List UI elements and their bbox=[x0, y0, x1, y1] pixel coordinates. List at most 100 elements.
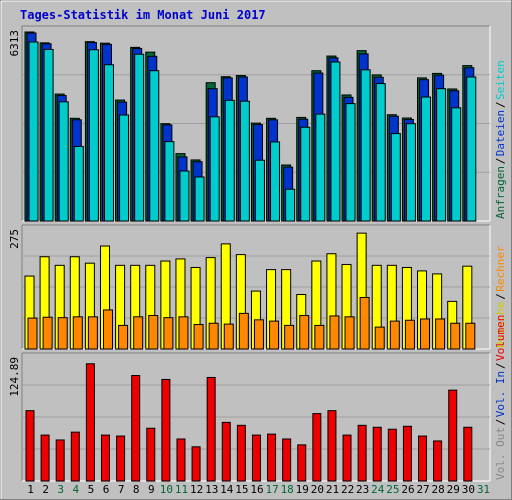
y-max-label-volume: 124.89 bbox=[8, 357, 21, 397]
bar-volumen-day-26 bbox=[402, 425, 412, 482]
x-label-day-6: 6 bbox=[103, 483, 110, 496]
legend-separator: / bbox=[494, 101, 507, 108]
legend-volumen: Volumen bbox=[494, 315, 507, 361]
x-label-day-8: 8 bbox=[133, 483, 140, 496]
bar-seiten-day-16 bbox=[254, 159, 265, 222]
bar-seiten-day-17 bbox=[270, 141, 281, 222]
legend-seiten: Seiten bbox=[494, 60, 507, 100]
x-label-day-23: 23 bbox=[356, 483, 369, 496]
bar-seiten-day-28 bbox=[436, 88, 447, 222]
bar-rechner-day-2 bbox=[42, 316, 53, 350]
bar-rechner-day-12 bbox=[193, 324, 204, 350]
bar-seiten-day-10 bbox=[164, 141, 175, 222]
legend-anfragen: Anfragen bbox=[494, 166, 507, 219]
bar-rechner-day-5 bbox=[87, 316, 98, 350]
x-label-day-2: 2 bbox=[42, 483, 49, 496]
bar-seiten-day-6 bbox=[103, 64, 114, 222]
bar-volumen-day-7 bbox=[116, 435, 126, 482]
x-label-day-5: 5 bbox=[88, 483, 95, 496]
bar-seiten-day-1 bbox=[28, 41, 39, 222]
x-label-day-28: 28 bbox=[432, 483, 445, 496]
x-label-day-20: 20 bbox=[311, 483, 324, 496]
bar-seiten-day-9 bbox=[149, 70, 160, 222]
x-label-day-9: 9 bbox=[148, 483, 155, 496]
bar-rechner-day-20 bbox=[314, 324, 325, 350]
x-label-day-3: 3 bbox=[57, 483, 64, 496]
bar-seiten-day-24 bbox=[375, 83, 386, 222]
bar-volumen-day-28 bbox=[433, 440, 443, 482]
bar-seiten-day-20 bbox=[315, 113, 326, 222]
bar-rechner-day-16 bbox=[253, 319, 264, 350]
bar-volumen-day-22 bbox=[342, 434, 352, 482]
bar-rechner-day-19 bbox=[299, 315, 310, 350]
legend-separator: / bbox=[494, 293, 507, 300]
bar-rechner-day-28 bbox=[435, 318, 446, 350]
bar-rechner-day-21 bbox=[329, 315, 340, 350]
bar-rechner-day-29 bbox=[450, 322, 461, 350]
bar-rechner-day-8 bbox=[133, 316, 144, 350]
bar-rechner-day-11 bbox=[178, 316, 189, 350]
bar-seiten-day-5 bbox=[88, 49, 99, 222]
bar-seiten-day-29 bbox=[451, 107, 462, 222]
bar-volumen-day-1 bbox=[25, 410, 35, 482]
bar-rechner-day-7 bbox=[118, 324, 129, 350]
x-label-day-13: 13 bbox=[205, 483, 218, 496]
bar-rechner-day-18 bbox=[284, 324, 295, 350]
bar-volumen-day-9 bbox=[146, 427, 156, 482]
legend-separator: / bbox=[494, 158, 507, 165]
bar-volumen-day-19 bbox=[297, 444, 307, 482]
x-label-day-15: 15 bbox=[235, 483, 248, 496]
bar-seiten-day-3 bbox=[58, 101, 69, 222]
bar-rechner-day-22 bbox=[344, 316, 355, 350]
legend-vol-in: Vol. In bbox=[494, 371, 507, 417]
bar-volumen-day-25 bbox=[387, 428, 397, 482]
bar-volumen-day-21 bbox=[327, 410, 337, 482]
bar-seiten-day-25 bbox=[390, 133, 401, 222]
bar-volumen-day-29 bbox=[448, 389, 458, 482]
bar-rechner-day-6 bbox=[102, 309, 113, 350]
legend-vol-out: Vol. Out bbox=[494, 427, 507, 480]
bar-volumen-day-27 bbox=[418, 435, 428, 482]
bar-rechner-day-13 bbox=[208, 322, 219, 350]
bar-volumen-day-10 bbox=[161, 378, 171, 482]
x-label-day-21: 21 bbox=[326, 483, 339, 496]
bar-rechner-day-26 bbox=[404, 319, 415, 350]
bar-rechner-day-27 bbox=[420, 318, 431, 350]
x-label-day-7: 7 bbox=[118, 483, 125, 496]
legend-besuche: Besuche bbox=[494, 302, 507, 348]
bar-seiten-day-13 bbox=[209, 116, 220, 222]
bar-volumen-day-23 bbox=[357, 424, 367, 482]
x-label-day-27: 27 bbox=[416, 483, 429, 496]
bar-seiten-day-12 bbox=[194, 176, 205, 222]
bar-rechner-day-10 bbox=[163, 317, 174, 350]
bar-volumen-day-16 bbox=[251, 434, 261, 482]
bar-seiten-day-19 bbox=[300, 126, 311, 222]
bar-volumen-day-18 bbox=[282, 438, 292, 482]
bar-rechner-day-23 bbox=[359, 297, 370, 350]
bar-seiten-day-2 bbox=[43, 48, 54, 222]
bar-volumen-day-2 bbox=[40, 434, 50, 482]
bar-volumen-day-5 bbox=[85, 363, 95, 482]
x-label-day-31: 31 bbox=[477, 483, 490, 496]
x-label-day-10: 10 bbox=[160, 483, 173, 496]
bar-seiten-day-14 bbox=[224, 99, 235, 222]
bar-volumen-day-24 bbox=[372, 426, 382, 482]
bar-rechner-day-30 bbox=[465, 322, 476, 350]
bar-volumen-day-30 bbox=[463, 426, 473, 482]
x-label-day-1: 1 bbox=[27, 483, 34, 496]
x-label-day-18: 18 bbox=[281, 483, 294, 496]
bar-seiten-day-26 bbox=[405, 123, 416, 222]
y-max-label-hits: 6313 bbox=[8, 30, 21, 57]
bar-seiten-day-21 bbox=[330, 61, 341, 222]
bar-seiten-day-18 bbox=[285, 188, 296, 222]
bar-rechner-day-1 bbox=[27, 317, 38, 350]
bar-seiten-day-7 bbox=[119, 114, 130, 222]
x-label-day-4: 4 bbox=[73, 483, 80, 496]
x-label-day-11: 11 bbox=[175, 483, 188, 496]
bar-volumen-day-3 bbox=[55, 439, 65, 482]
legend-separator: / bbox=[494, 362, 507, 369]
x-label-day-19: 19 bbox=[296, 483, 309, 496]
bar-volumen-day-12 bbox=[191, 446, 201, 482]
